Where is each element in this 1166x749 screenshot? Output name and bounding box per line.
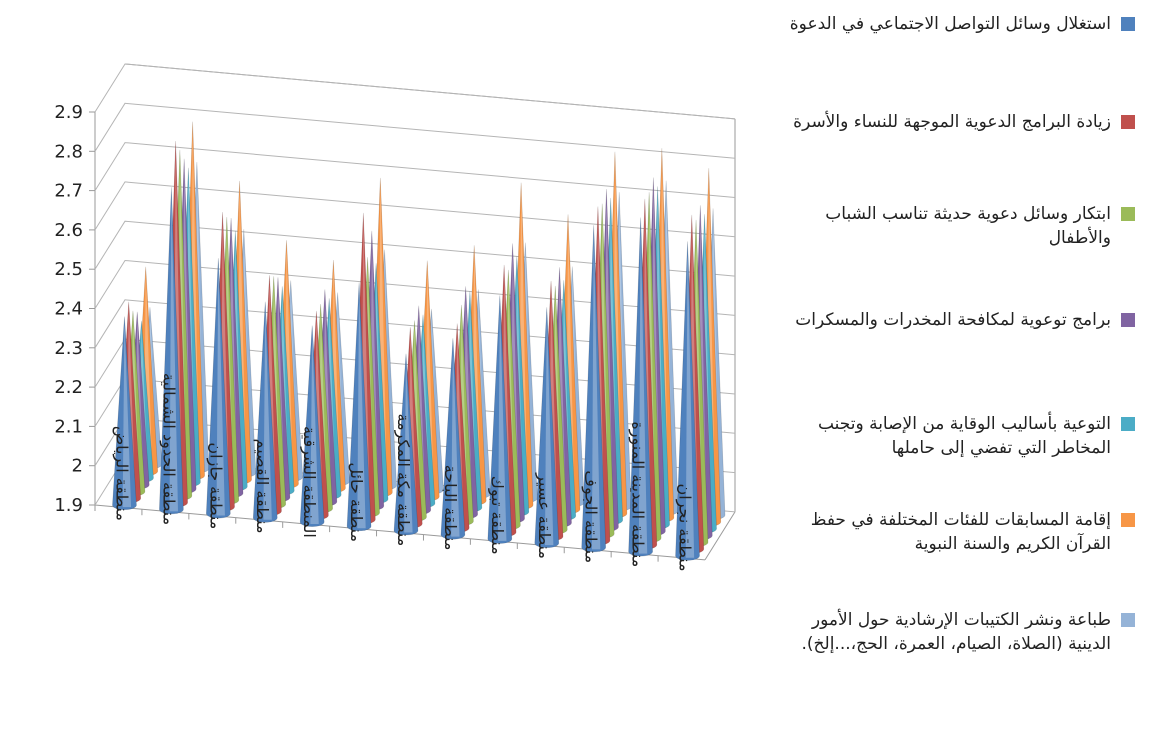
- x-tick-label: المنطقة الشرقية: [299, 426, 319, 538]
- cone-mark: [487, 295, 513, 544]
- gridline: [94, 259, 736, 316]
- cone-mark: [159, 187, 184, 515]
- cone-body: [346, 282, 372, 532]
- cone-body: [299, 325, 325, 527]
- y-tick-label: 2.5: [54, 259, 83, 280]
- cone-mark: [206, 258, 231, 519]
- gridline: [94, 102, 736, 159]
- gridline: [94, 299, 736, 356]
- legend-item: ابتكار وسائل دعوية حديثة تناسب الشباب وا…: [785, 202, 1135, 250]
- cone-highlight: [310, 327, 319, 525]
- y-tick-label: 2.7: [54, 181, 83, 202]
- floor-right-edge: [704, 511, 736, 561]
- y-tick-label: 2.8: [54, 141, 83, 162]
- legend-swatch: [1121, 207, 1135, 221]
- cone-chart: 1.9 2 2.1 2.2 2.3 2.4 2.5 2.6 2.7 2.8 2.9 منطقة ال…: [54, 63, 736, 572]
- cone-highlight: [544, 309, 554, 546]
- cone-body: [393, 353, 419, 536]
- cone-body: [252, 301, 278, 523]
- cone-mark: [440, 338, 466, 540]
- cone-mark: [581, 225, 606, 553]
- legend-swatch: [1121, 613, 1135, 627]
- legend-label: برامج توعوية لمكافحة المخدرات والمسكرات: [795, 310, 1111, 330]
- legend-label: زيادة البرامج الدعوية الموجهة للنساء وال…: [793, 112, 1111, 132]
- x-tick-label: منطقة مكة المكرمة: [393, 414, 413, 547]
- cone-highlight: [451, 340, 460, 537]
- cone-mark: [346, 282, 372, 532]
- chart-area: 1.9 2 2.1 2.2 2.3 2.4 2.5 2.6 2.7 2.8 2.9 منطقة ال…: [54, 63, 736, 572]
- x-tick-label: منطقة نجران: [675, 484, 695, 572]
- y-tick-label: 2.9: [54, 102, 83, 123]
- x-tick-label: منطقة تبوك: [487, 476, 507, 555]
- legend-swatch: [1121, 513, 1135, 527]
- x-tick-label: منطقة القصيم: [253, 439, 272, 534]
- cone-mark: [393, 353, 419, 536]
- cone-highlight: [357, 284, 366, 529]
- cone-mark: [299, 325, 325, 527]
- cone-mark: [534, 307, 560, 548]
- legend-label: استغلال وسائل التواصل الاجتماعي في الدعو…: [789, 14, 1111, 34]
- cone-highlight: [404, 355, 413, 533]
- cone-body: [159, 187, 184, 515]
- legend-swatch: [1121, 115, 1135, 129]
- cone-highlight: [122, 318, 132, 508]
- legend-item: استغلال وسائل التواصل الاجتماعي في الدعو…: [785, 12, 1135, 36]
- cone-body: [675, 241, 700, 561]
- legend-item: برامج توعوية لمكافحة المخدرات والمسكرات: [785, 308, 1135, 332]
- gridline: [94, 220, 736, 277]
- cone-highlight: [216, 260, 225, 516]
- y-tick-label: 2.3: [54, 338, 83, 359]
- legend-swatch: [1121, 17, 1135, 31]
- x-tick-label: منطقة عسير: [534, 472, 554, 559]
- x-tick-label: منطقة الباحة: [441, 465, 460, 551]
- legend-label: ابتكار وسائل دعوية حديثة تناسب الشباب وا…: [825, 204, 1111, 248]
- cone-mark: [675, 241, 700, 561]
- cone-body: [628, 217, 653, 557]
- x-axis: منطقة الرياض منطقة الحدود الشمالية منطقة ج…: [94, 373, 695, 572]
- legend-item: طباعة ونشر الكتيبات الإرشادية حول الأمور…: [785, 608, 1135, 656]
- x-tick-label: منطقة الجوف: [581, 470, 601, 563]
- y-tick-label: 2: [72, 456, 83, 477]
- gridline: [94, 181, 736, 238]
- gridline: [94, 142, 736, 198]
- cone-highlight: [685, 243, 695, 558]
- legend-label: إقامة المسابقات للفئات المختلفة في حفظ ا…: [810, 510, 1111, 554]
- cone-highlight: [591, 227, 601, 550]
- gridline: [94, 63, 736, 120]
- x-tick-label: منطقة حائل: [347, 462, 366, 542]
- cone-highlight: [263, 303, 272, 520]
- cone-highlight: [169, 189, 178, 512]
- cone-highlight: [638, 219, 648, 554]
- legend-item: إقامة المسابقات للفئات المختلفة في حفظ ا…: [785, 508, 1135, 556]
- legend-label: طباعة ونشر الكتيبات الإرشادية حول الأمور…: [801, 610, 1112, 654]
- cone-body: [487, 295, 513, 544]
- cone-body: [112, 316, 137, 510]
- cone-body: [440, 338, 466, 540]
- y-tick-label: 2.1: [54, 416, 83, 437]
- x-tick-label: منطقة الرياض: [111, 426, 131, 521]
- cone-mark: [252, 301, 278, 523]
- cone-series: [112, 121, 726, 561]
- y-tick-label: 1.9: [54, 495, 83, 516]
- y-tick-label: 2.2: [54, 377, 83, 398]
- cone-body: [581, 225, 606, 553]
- legend-label: التوعية بأساليب الوقاية من الإصابة وتجنب…: [817, 414, 1111, 458]
- cone-mark: [112, 316, 137, 510]
- y-tick-label: 2.6: [54, 220, 83, 241]
- cone-body: [534, 307, 560, 548]
- x-tick-label: منطقة الحدود الشمالية: [158, 373, 178, 525]
- cone-highlight: [498, 297, 507, 541]
- x-tick-label: منطقة المدينة المنورة: [628, 421, 648, 567]
- y-tick-label: 2.4: [54, 299, 83, 320]
- y-axis: 1.9 2 2.1 2.2 2.3 2.4 2.5 2.6 2.7 2.8 2.9: [54, 102, 95, 516]
- legend-swatch: [1121, 313, 1135, 327]
- cone-body: [206, 258, 231, 519]
- legend-item: التوعية بأساليب الوقاية من الإصابة وتجنب…: [785, 412, 1135, 460]
- cone-mark: [628, 217, 653, 557]
- x-tick-label: منطقة جازان: [205, 442, 225, 529]
- legend-swatch: [1121, 417, 1135, 431]
- legend-item: زيادة البرامج الدعوية الموجهة للنساء وال…: [785, 110, 1135, 134]
